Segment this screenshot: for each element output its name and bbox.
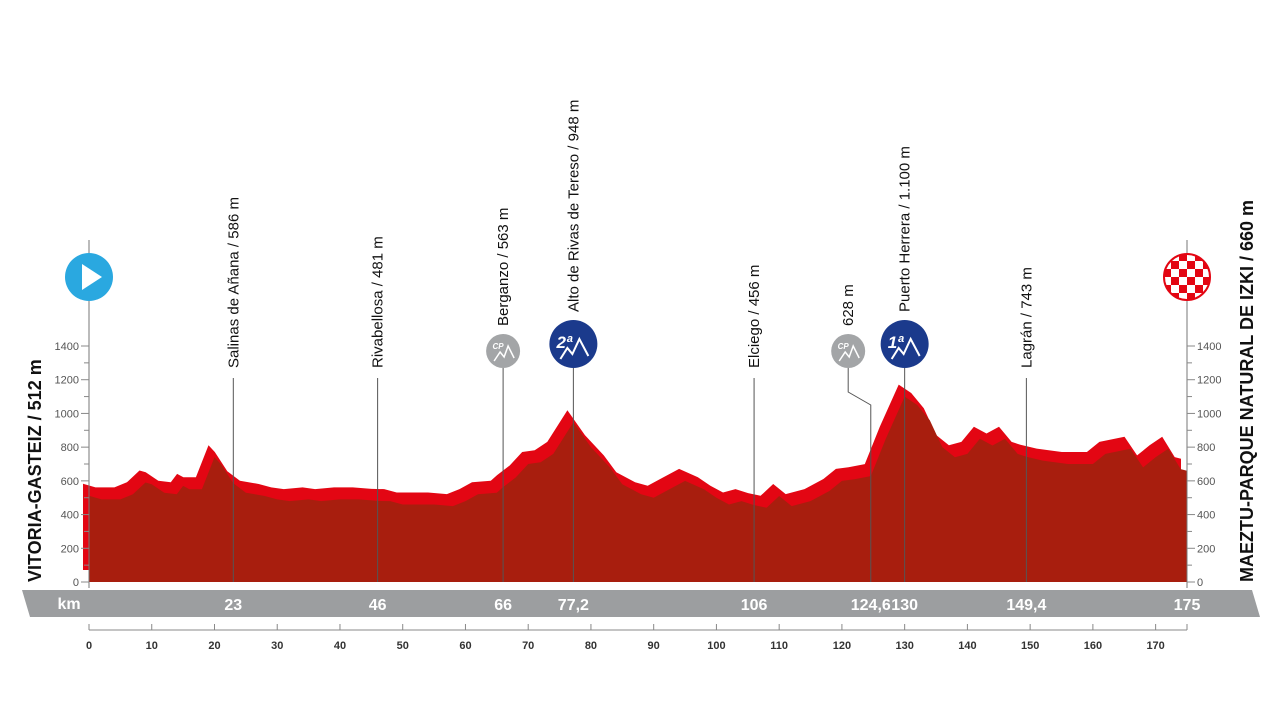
finish-check (1195, 285, 1203, 293)
finish-icon-ring (1163, 253, 1211, 301)
points-layer: 23 Salinas de Añana / 586 m 46 Rivabellosa … (65, 100, 1211, 614)
climb-category-text: 2ª (555, 333, 572, 352)
km-marker-label: 149,4 (1006, 597, 1046, 614)
y-tick-label-left: 400 (61, 510, 79, 522)
start-label: VITORIA-GASTEIZ / 512 m (25, 359, 45, 582)
x-tick-label: 10 (146, 640, 158, 652)
finish-check (1179, 254, 1187, 261)
mountain-icon (838, 344, 860, 362)
profile-layer (81, 384, 1187, 603)
place-label: Salinas de Añana / 586 m (225, 197, 242, 368)
x-tick-label: 50 (397, 640, 409, 652)
profile-elevation-area (89, 396, 1187, 582)
x-tick-label: 0 (86, 640, 92, 652)
y-tick-label-right: 400 (1197, 510, 1215, 522)
finish-check (1187, 261, 1195, 269)
y-tick-label-left: 200 (61, 543, 79, 555)
finish-check (1171, 277, 1179, 285)
km-marker-label: 130 (891, 597, 918, 614)
y-tick-label-left: 600 (61, 476, 79, 488)
km-marker-label: 106 (741, 597, 768, 614)
cp-icon-text: CP (838, 342, 850, 351)
x-tick-label: 60 (459, 640, 471, 652)
finish-check (1203, 293, 1210, 300)
mountain-icon (890, 336, 921, 360)
mountain-icon (559, 336, 590, 360)
finish-label: MAEZTU-PARQUE NATURAL DE IZKI / 660 m (1237, 200, 1257, 582)
finish-check (1171, 261, 1179, 269)
x-tick-label: 40 (334, 640, 346, 652)
cp-leader-line (847, 368, 872, 582)
x-tick-label: 20 (208, 640, 220, 652)
y-tick-label-left: 0 (73, 577, 79, 589)
place-label: Rivabellosa / 481 m (370, 236, 387, 368)
finish-check (1187, 277, 1195, 285)
x-tick-label: 140 (958, 640, 976, 652)
km-marker-label: 23 (224, 597, 242, 614)
x-tick-label: 70 (522, 640, 534, 652)
y-tick-label-right: 0 (1197, 577, 1203, 589)
place-label: 628 m (840, 284, 857, 326)
place-label: Elciego / 456 m (746, 265, 763, 368)
y-tick-label-right: 800 (1197, 442, 1215, 454)
x-tick-label: 90 (648, 640, 660, 652)
place-label: Lagrán / 743 m (1018, 267, 1035, 368)
finish-check (1203, 277, 1210, 285)
finish-check (1179, 285, 1187, 293)
x-tick-label: 100 (707, 640, 725, 652)
finish-check (1187, 293, 1195, 300)
finish-check (1164, 269, 1171, 277)
x-tick-label: 30 (271, 640, 283, 652)
x-tick-label: 150 (1021, 640, 1039, 652)
x-tick-label: 170 (1146, 640, 1164, 652)
mountain-icon (493, 344, 515, 362)
y-tick-label-left: 1000 (55, 408, 79, 420)
finish-check (1195, 269, 1203, 277)
y-tick-label-left: 1400 (55, 341, 79, 353)
cp-icon-text: CP (493, 342, 505, 351)
x-tick-label: 110 (770, 640, 788, 652)
y-tick-label-right: 1200 (1197, 375, 1221, 387)
place-label: Alto de Rivas de Tereso / 948 m (565, 100, 582, 312)
y-tick-label-left: 800 (61, 442, 79, 454)
y-tick-label-left: 1200 (55, 375, 79, 387)
km-marker-label: 124,6 (851, 597, 891, 614)
y-tick-label-right: 1400 (1197, 341, 1221, 353)
km-marker-label: 46 (369, 597, 387, 614)
place-label: Puerto Herrera / 1.100 m (897, 146, 914, 312)
cp-icon (831, 334, 866, 368)
km-marker-label: 175 (1174, 597, 1201, 614)
y-tick-label-right: 600 (1197, 476, 1215, 488)
km-band (22, 590, 1260, 617)
x-tick-label: 130 (895, 640, 913, 652)
km-marker-label: 77,2 (558, 597, 589, 614)
y-tick-label-right: 200 (1197, 543, 1215, 555)
km-band-label: km (57, 596, 80, 613)
x-tick-label: 120 (833, 640, 851, 652)
checkered-flag-icon (1163, 253, 1211, 301)
finish-check (1164, 254, 1171, 261)
place-label: Berganzo / 563 m (495, 208, 512, 326)
km-marker-label: 66 (494, 597, 512, 614)
play-icon (82, 264, 102, 290)
x-tick-label: 80 (585, 640, 597, 652)
climb-category-text: 1ª (888, 333, 904, 352)
x-tick-label: 160 (1084, 640, 1102, 652)
cp-icon (486, 334, 521, 368)
y-tick-label-right: 1000 (1197, 408, 1221, 420)
finish-check (1179, 269, 1187, 277)
